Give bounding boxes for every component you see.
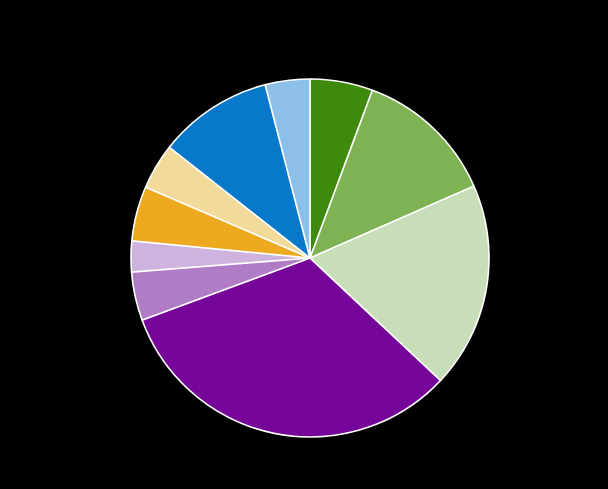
pie-slice[interactable] — [309, 185, 490, 382]
pie-slice[interactable] — [264, 78, 311, 259]
pie-slice[interactable] — [168, 83, 311, 259]
pie-slices-group — [130, 78, 490, 438]
pie-slice[interactable] — [309, 89, 475, 259]
pie-slice[interactable] — [141, 257, 442, 438]
